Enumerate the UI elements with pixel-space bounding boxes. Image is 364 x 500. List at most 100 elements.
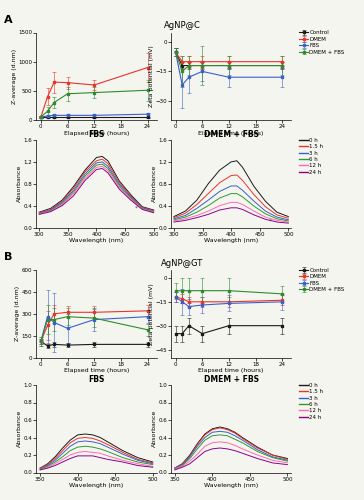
Line: 0 h: 0 h [174, 161, 288, 216]
12 h [285, 460, 290, 466]
6 h [100, 161, 104, 167]
1.5 h [255, 445, 260, 451]
12 h [235, 200, 239, 205]
24 h [120, 459, 125, 465]
Legend: 0 h, 1.5 h, 3 h, 6 h, 12 h, 24 h: 0 h, 1.5 h, 3 h, 6 h, 12 h, 24 h [297, 380, 326, 422]
24 h [135, 462, 140, 468]
Y-axis label: Zeta potential (mV): Zeta potential (mV) [149, 46, 154, 107]
6 h [270, 454, 274, 460]
12 h [210, 440, 214, 446]
24 h [285, 462, 290, 468]
X-axis label: Elapsed time (hours): Elapsed time (hours) [64, 130, 129, 136]
0 h [38, 465, 42, 471]
12 h [240, 202, 245, 207]
6 h [188, 456, 192, 462]
1.5 h [206, 190, 210, 196]
1.5 h [48, 206, 53, 212]
24 h [188, 461, 192, 467]
Line: 3 h: 3 h [39, 162, 154, 214]
3 h [140, 205, 145, 211]
0 h [229, 159, 233, 165]
6 h [46, 464, 50, 469]
Line: 12 h: 12 h [175, 442, 288, 469]
Y-axis label: Z-average (d.nm): Z-average (d.nm) [12, 48, 17, 104]
0 h [100, 154, 104, 160]
6 h [53, 459, 58, 465]
0 h [218, 424, 222, 430]
3 h [173, 465, 177, 471]
1.5 h [128, 193, 133, 199]
1.5 h [117, 180, 122, 186]
24 h [229, 205, 233, 211]
24 h [60, 202, 64, 208]
3 h [233, 432, 237, 439]
1.5 h [75, 436, 80, 442]
3 h [218, 188, 222, 194]
24 h [263, 216, 268, 222]
12 h [252, 208, 256, 214]
0 h [180, 461, 185, 467]
3 h [240, 437, 245, 443]
24 h [240, 450, 245, 456]
X-axis label: Wavelength (nm): Wavelength (nm) [204, 483, 258, 488]
24 h [286, 220, 290, 226]
24 h [151, 210, 156, 216]
6 h [263, 211, 268, 217]
6 h [195, 209, 199, 215]
12 h [83, 176, 87, 182]
24 h [60, 459, 65, 465]
1.5 h [270, 452, 274, 458]
0 h [135, 454, 140, 460]
3 h [263, 208, 268, 214]
1.5 h [233, 430, 237, 436]
0 h [233, 429, 237, 435]
24 h [210, 446, 214, 452]
12 h [218, 439, 222, 445]
1.5 h [46, 462, 50, 468]
6 h [286, 218, 290, 224]
X-axis label: Elapsed time (hours): Elapsed time (hours) [64, 368, 129, 373]
6 h [206, 202, 210, 208]
12 h [172, 218, 176, 224]
24 h [100, 166, 104, 172]
6 h [218, 432, 222, 438]
0 h [117, 178, 122, 184]
0 h [48, 206, 53, 212]
6 h [140, 206, 145, 212]
12 h [203, 443, 207, 449]
Line: 12 h: 12 h [39, 166, 154, 214]
12 h [117, 184, 122, 190]
3 h [151, 461, 155, 467]
12 h [206, 208, 210, 214]
12 h [38, 467, 42, 473]
Line: 3 h: 3 h [174, 186, 288, 220]
12 h [183, 216, 187, 222]
3 h [183, 212, 187, 218]
0 h [71, 184, 76, 190]
24 h [252, 212, 256, 218]
Line: 12 h: 12 h [40, 452, 153, 470]
3 h [75, 439, 80, 445]
3 h [53, 457, 58, 463]
3 h [188, 454, 192, 460]
0 h [106, 439, 110, 445]
12 h [195, 451, 199, 457]
0 h [173, 465, 177, 471]
24 h [91, 453, 95, 459]
24 h [172, 219, 176, 225]
1.5 h [240, 178, 245, 184]
3 h [100, 159, 104, 165]
6 h [94, 162, 99, 168]
3 h [38, 466, 42, 472]
24 h [68, 456, 72, 462]
12 h [229, 200, 233, 205]
0 h [225, 426, 230, 432]
0 h [120, 448, 125, 454]
6 h [173, 466, 177, 472]
6 h [128, 195, 133, 201]
1.5 h [285, 456, 290, 462]
0 h [128, 192, 133, 198]
3 h [195, 206, 199, 212]
24 h [151, 464, 155, 470]
1.5 h [68, 440, 72, 446]
